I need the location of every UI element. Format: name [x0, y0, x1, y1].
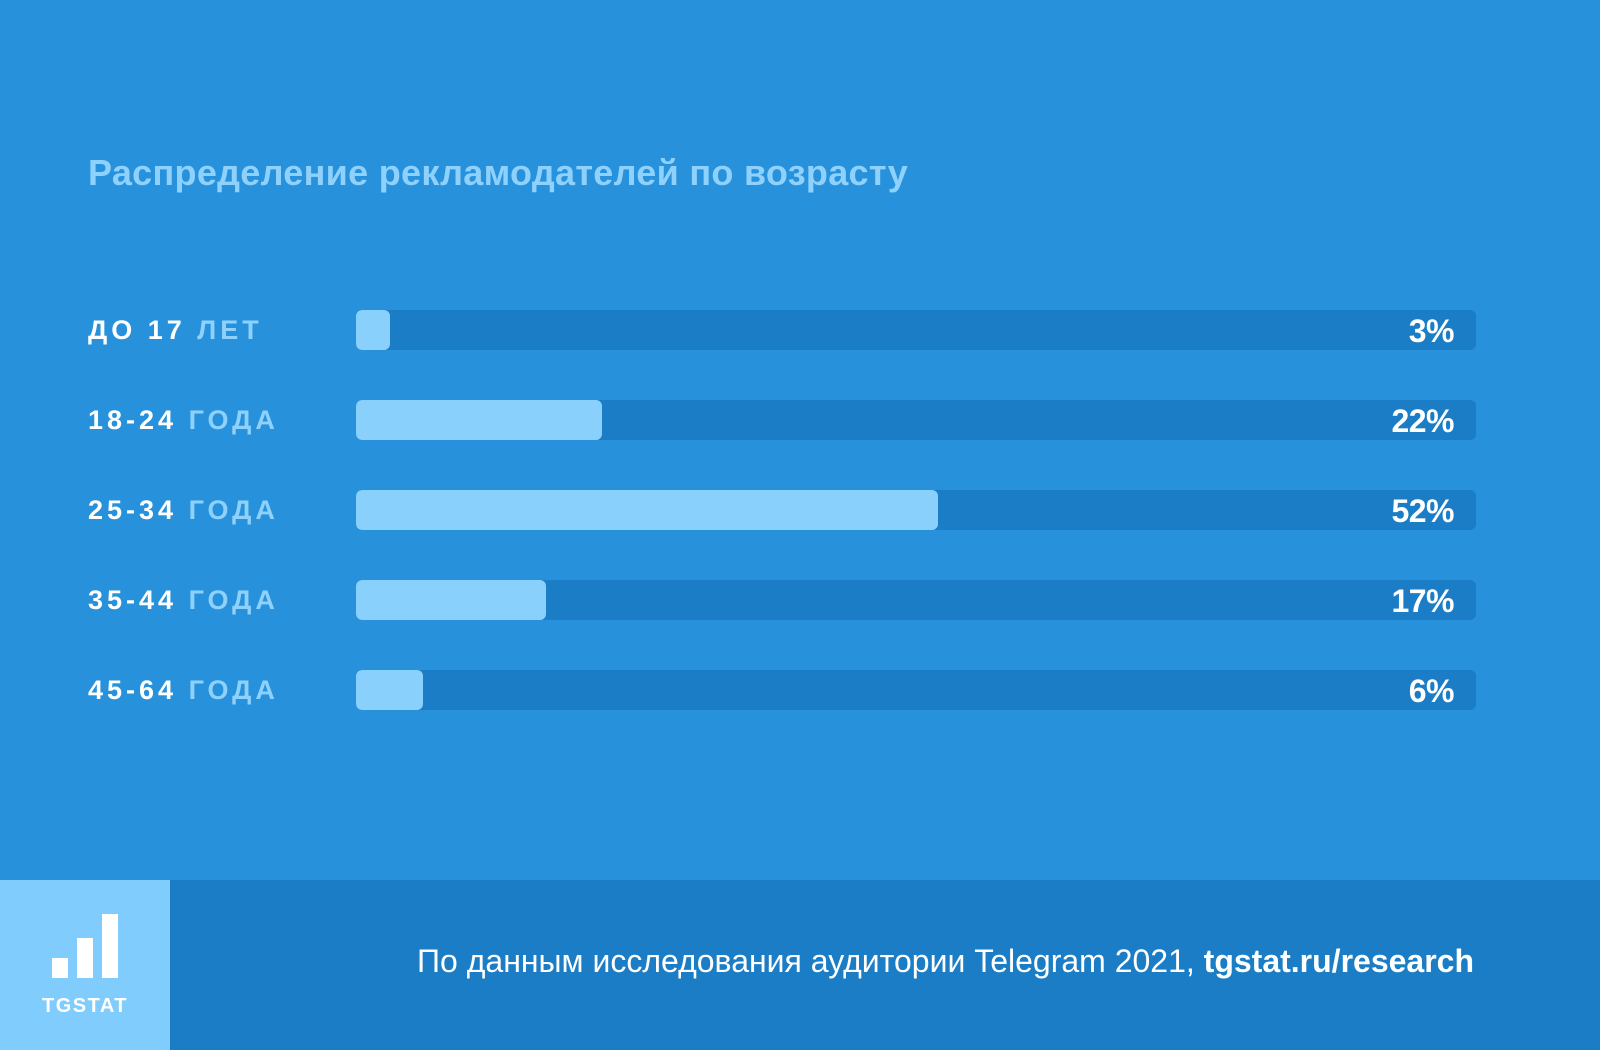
- bar-row: 35-44 ГОДА 17%: [0, 580, 1600, 620]
- age-bar-chart: ДО 17 ЛЕТ 3% 18-24 ГОДА 22% 25-34 ГОДА 52% 35-…: [0, 310, 1600, 710]
- footer: TGSTAT По данным исследования аудитории …: [0, 880, 1600, 1050]
- category-label-age: 35-44: [88, 585, 189, 615]
- value-label: 3%: [1408, 313, 1455, 349]
- bar-track: 6%: [356, 670, 1476, 710]
- bar-track: 22%: [356, 400, 1476, 440]
- bar-row: 18-24 ГОДА 22%: [0, 400, 1600, 440]
- category-label-age: ДО 17: [88, 315, 198, 345]
- logo-text: TGSTAT: [41, 995, 129, 1017]
- category-label: ДО 17 ЛЕТ: [88, 310, 263, 350]
- category-label-age: 18-24: [88, 405, 189, 435]
- bar: [356, 490, 938, 530]
- source-text: По данным исследования аудитории Telegra…: [417, 943, 1204, 979]
- value-label: 6%: [1408, 673, 1455, 709]
- source-link[interactable]: tgstat.ru/research: [1203, 943, 1474, 979]
- category-label-unit: ГОДА: [188, 495, 279, 525]
- bar-chart-icon: [52, 914, 118, 978]
- bar-track: 52%: [356, 490, 1476, 530]
- value-label: 22%: [1391, 403, 1454, 439]
- value-label: 17%: [1391, 583, 1454, 619]
- category-label: 25-34 ГОДА: [88, 490, 279, 530]
- bar-track: 3%: [356, 310, 1476, 350]
- bar-row: 45-64 ГОДА 6%: [0, 670, 1600, 710]
- category-label-age: 45-64: [88, 675, 189, 705]
- bar: [356, 670, 423, 710]
- category-label-age: 25-34: [88, 495, 189, 525]
- bar-row: ДО 17 ЛЕТ 3%: [0, 310, 1600, 350]
- category-label-unit: ГОДА: [188, 405, 279, 435]
- category-label-unit: ГОДА: [188, 675, 279, 705]
- chart-title: Распределение рекламодателей по возрасту: [88, 152, 909, 193]
- category-label: 35-44 ГОДА: [88, 580, 279, 620]
- bar: [356, 400, 602, 440]
- bar: [356, 580, 546, 620]
- source-note: По данным исследования аудитории Telegra…: [417, 943, 1474, 980]
- bar-track: 17%: [356, 580, 1476, 620]
- bar-row: 25-34 ГОДА 52%: [0, 490, 1600, 530]
- category-label: 18-24 ГОДА: [88, 400, 279, 440]
- category-label-unit: ГОДА: [188, 585, 279, 615]
- category-label: 45-64 ГОДА: [88, 670, 279, 710]
- bar: [356, 310, 390, 350]
- category-label-unit: ЛЕТ: [197, 315, 263, 345]
- tgstat-logo[interactable]: TGSTAT: [0, 880, 170, 1050]
- value-label: 52%: [1391, 493, 1454, 529]
